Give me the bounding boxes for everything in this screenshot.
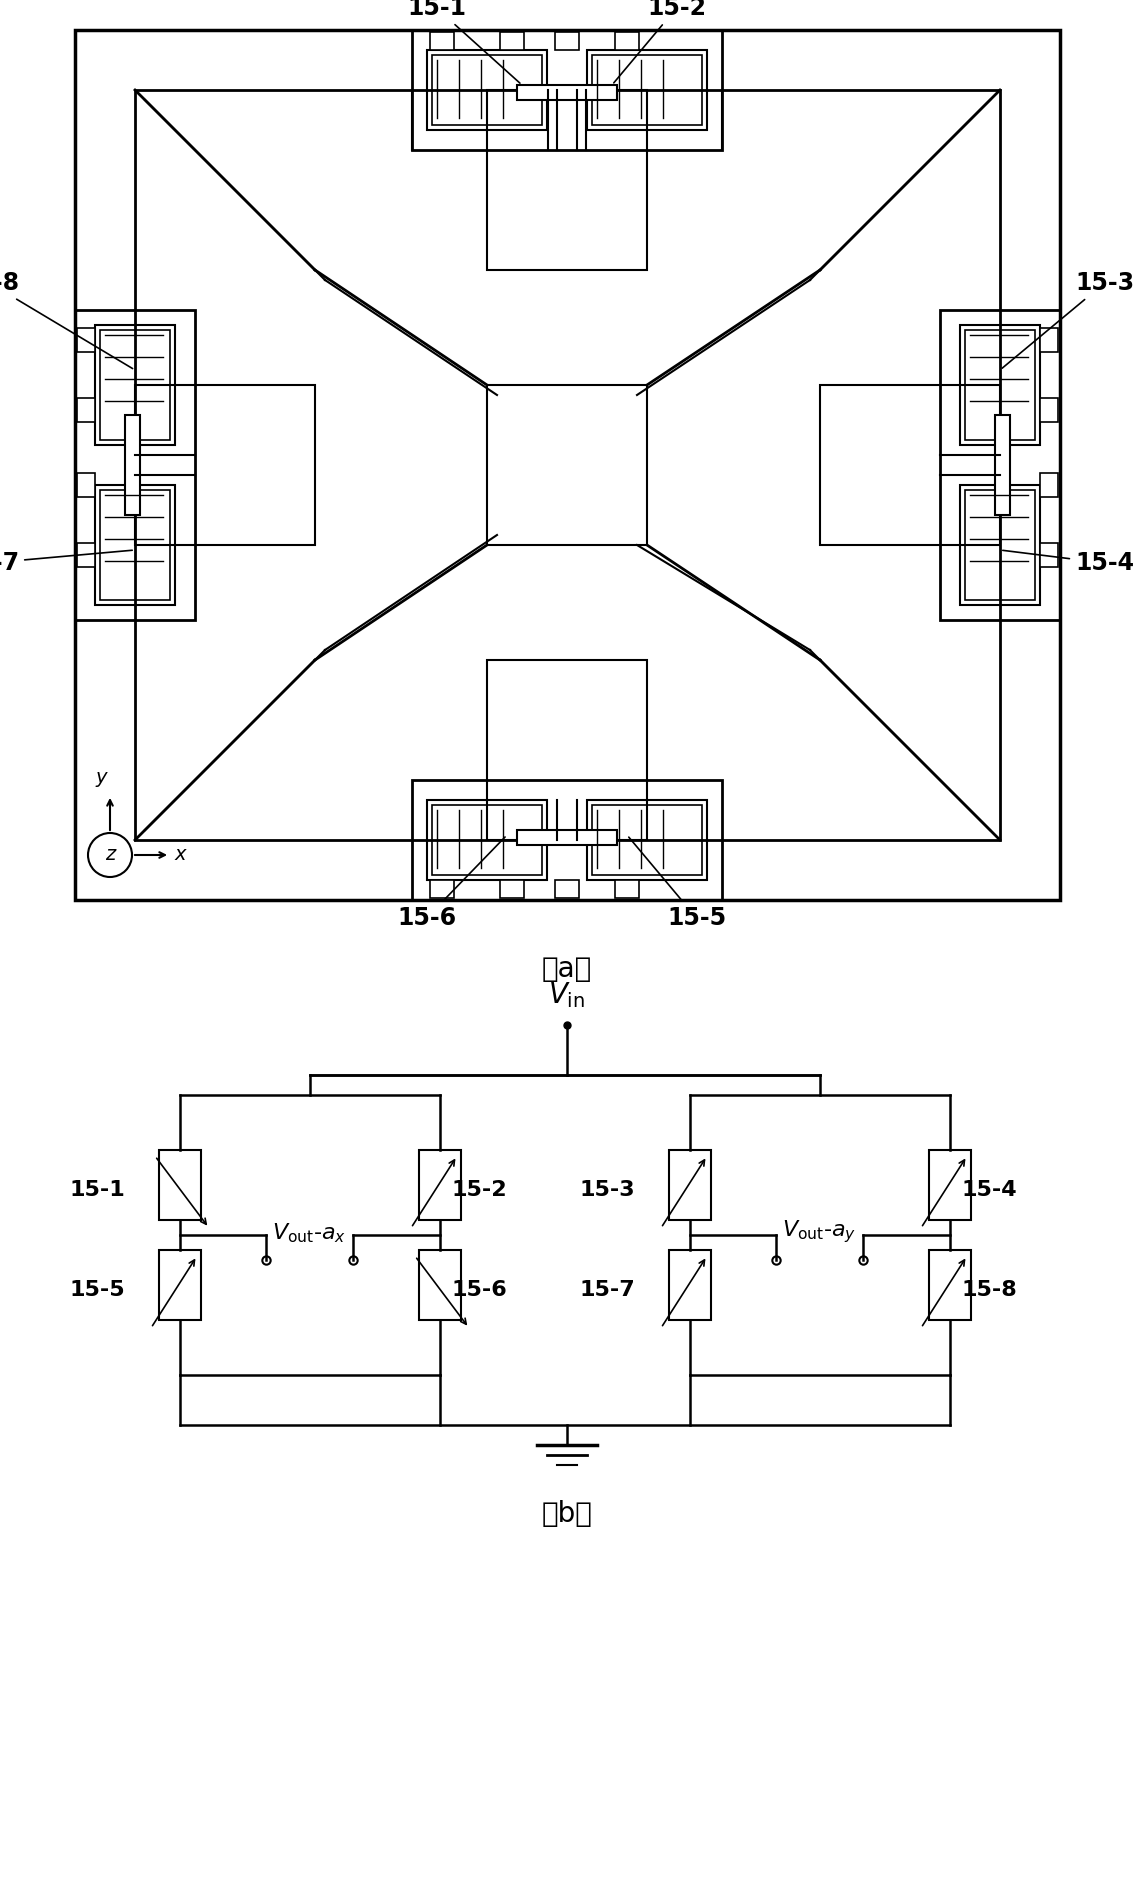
Bar bbox=[669, 1251, 711, 1320]
Bar bbox=[555, 32, 579, 51]
Bar bbox=[487, 90, 647, 270]
Text: 15-2: 15-2 bbox=[452, 1179, 507, 1200]
Bar bbox=[1040, 398, 1058, 423]
Bar bbox=[930, 1251, 972, 1320]
Bar bbox=[995, 415, 1010, 515]
Text: 15-5: 15-5 bbox=[69, 1281, 125, 1300]
Bar bbox=[77, 329, 95, 351]
Text: （b）: （b） bbox=[541, 1501, 592, 1529]
Bar bbox=[592, 54, 703, 126]
Bar bbox=[427, 51, 547, 130]
Text: 15-6: 15-6 bbox=[452, 1281, 507, 1300]
Bar bbox=[1040, 473, 1058, 498]
Text: 15-4: 15-4 bbox=[962, 1179, 1018, 1200]
Bar bbox=[430, 32, 454, 51]
Bar bbox=[100, 490, 170, 599]
Text: 15-3: 15-3 bbox=[579, 1179, 634, 1200]
Bar bbox=[965, 490, 1035, 599]
Bar bbox=[77, 543, 95, 567]
Bar bbox=[135, 385, 316, 545]
Bar bbox=[95, 325, 175, 445]
Bar bbox=[592, 806, 703, 875]
Bar bbox=[960, 485, 1040, 605]
Bar bbox=[427, 800, 547, 881]
Bar bbox=[159, 1251, 201, 1320]
Bar bbox=[100, 331, 170, 439]
Bar bbox=[95, 485, 175, 605]
Text: 15-1: 15-1 bbox=[407, 0, 520, 83]
Bar bbox=[77, 473, 95, 498]
Bar bbox=[940, 310, 1060, 620]
Text: 15-7: 15-7 bbox=[0, 550, 133, 575]
Bar bbox=[487, 385, 647, 545]
Text: 15-7: 15-7 bbox=[579, 1281, 634, 1300]
Bar bbox=[487, 659, 647, 839]
Text: 15-8: 15-8 bbox=[962, 1281, 1018, 1300]
Bar bbox=[419, 1251, 461, 1320]
Text: $V_{\mathrm{out}}$-$a_y$: $V_{\mathrm{out}}$-$a_y$ bbox=[782, 1219, 856, 1245]
Bar bbox=[1040, 543, 1058, 567]
Bar bbox=[501, 881, 524, 898]
Bar bbox=[159, 1149, 201, 1221]
Bar bbox=[135, 90, 1000, 839]
Bar bbox=[75, 310, 195, 620]
Text: 15-6: 15-6 bbox=[397, 838, 505, 930]
Text: $V_{\mathrm{out}}$-$a_x$: $V_{\mathrm{out}}$-$a_x$ bbox=[272, 1221, 346, 1245]
Bar bbox=[965, 331, 1035, 439]
Bar bbox=[501, 32, 524, 51]
Bar bbox=[75, 30, 1060, 900]
Text: 15-1: 15-1 bbox=[69, 1179, 125, 1200]
Bar bbox=[125, 415, 140, 515]
Text: x: x bbox=[175, 845, 186, 864]
Text: （a）: （a） bbox=[541, 956, 592, 982]
Bar bbox=[1040, 329, 1058, 351]
Bar bbox=[960, 325, 1040, 445]
Bar bbox=[587, 51, 707, 130]
Text: 15-5: 15-5 bbox=[629, 838, 726, 930]
Bar bbox=[77, 398, 95, 423]
Bar bbox=[930, 1149, 972, 1221]
Text: 15-4: 15-4 bbox=[1002, 550, 1134, 575]
Bar bbox=[412, 779, 722, 900]
Bar bbox=[518, 830, 617, 845]
Text: 15-2: 15-2 bbox=[614, 0, 706, 83]
Text: $V_{\mathrm{in}}$: $V_{\mathrm{in}}$ bbox=[548, 980, 586, 1010]
Text: z: z bbox=[104, 845, 115, 864]
Bar bbox=[432, 54, 543, 126]
Bar bbox=[615, 32, 639, 51]
Bar bbox=[430, 881, 454, 898]
Bar bbox=[669, 1149, 711, 1221]
Bar bbox=[555, 881, 579, 898]
Text: 15-3: 15-3 bbox=[1002, 270, 1134, 368]
Bar bbox=[819, 385, 1000, 545]
Text: 15-8: 15-8 bbox=[0, 270, 133, 368]
Bar bbox=[587, 800, 707, 881]
Bar bbox=[615, 881, 639, 898]
Bar bbox=[432, 806, 543, 875]
Bar bbox=[412, 30, 722, 150]
Bar bbox=[419, 1149, 461, 1221]
Bar bbox=[518, 85, 617, 100]
Text: y: y bbox=[95, 768, 107, 787]
